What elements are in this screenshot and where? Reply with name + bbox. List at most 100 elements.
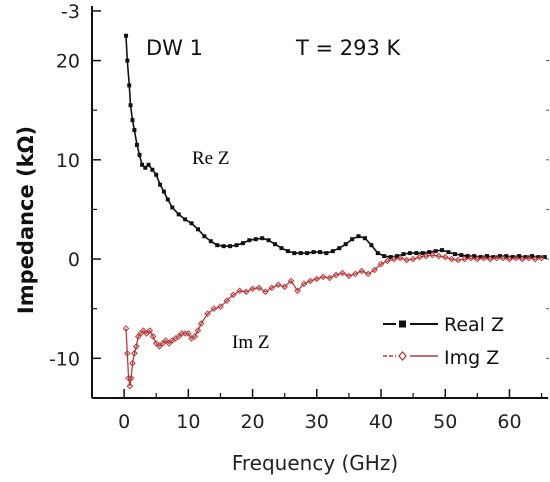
data-point: [384, 257, 391, 265]
data-point: [474, 255, 481, 263]
data-point: [125, 58, 130, 63]
data-point: [531, 255, 539, 263]
data-point: [512, 254, 520, 262]
im-z-annotation: Im Z: [232, 332, 269, 353]
series-line: [125, 35, 545, 258]
data-point: [510, 255, 515, 260]
data-point: [255, 284, 263, 292]
data-point: [191, 333, 199, 340]
data-point: [143, 330, 150, 337]
data-point: [240, 241, 245, 246]
data-point: [146, 162, 151, 167]
x-tick-label: 50: [433, 411, 457, 433]
data-point: [390, 255, 398, 263]
data-point: [253, 237, 258, 242]
data-point: [279, 246, 284, 251]
data-point: [170, 205, 175, 210]
re-z-annotation: Re Z: [192, 148, 229, 169]
data-point: [236, 287, 244, 295]
data-point: [427, 250, 432, 255]
data-point: [377, 260, 385, 268]
data-point: [146, 327, 154, 334]
data-point: [140, 162, 145, 167]
data-point: [459, 253, 464, 258]
series-layer: [122, 33, 547, 390]
data-point: [454, 256, 462, 264]
data-point: [326, 274, 333, 282]
data-point: [324, 251, 329, 256]
legend-real-marker: [383, 320, 438, 328]
x-tick-label: 60: [497, 411, 521, 433]
data-point: [435, 252, 443, 260]
data-point: [369, 243, 374, 248]
data-point: [165, 340, 173, 347]
data-point: [202, 234, 207, 239]
data-point: [441, 253, 449, 261]
data-point: [204, 310, 211, 317]
data-point: [497, 254, 502, 259]
y-tick-label: 10: [56, 150, 80, 172]
data-point: [161, 189, 166, 194]
data-point: [183, 217, 188, 222]
data-point: [352, 270, 359, 278]
data-point: [133, 343, 140, 350]
data-point: [416, 253, 423, 261]
x-tick-label: 30: [305, 411, 329, 433]
data-point: [491, 255, 496, 260]
axes: 0 10 20 30 40 50 60 -10 0 10 20 -3: [49, 1, 549, 433]
data-point: [396, 254, 404, 262]
data-point: [125, 374, 132, 382]
data-point: [493, 254, 500, 262]
data-point: [307, 277, 314, 285]
data-point: [189, 221, 194, 226]
x-tick-label: 10: [176, 411, 200, 433]
data-point: [472, 254, 477, 259]
data-point: [217, 303, 224, 311]
data-point: [332, 271, 340, 279]
data-point: [197, 320, 205, 327]
data-point: [260, 236, 265, 241]
data-point: [519, 255, 526, 263]
data-point: [268, 284, 276, 292]
data-point: [274, 281, 282, 289]
data-point: [433, 249, 438, 254]
data-point: [208, 239, 213, 244]
data-point: [229, 291, 237, 299]
data-point: [298, 251, 303, 256]
y-tick-label: 0: [68, 249, 80, 271]
data-point: [407, 251, 412, 256]
data-point: [149, 333, 157, 340]
data-point: [517, 254, 522, 259]
legend-real-label: Real Z: [444, 314, 504, 336]
data-point: [343, 242, 348, 247]
data-point: [480, 254, 488, 262]
data-point: [127, 374, 135, 382]
data-point: [140, 327, 147, 334]
data-point: [129, 359, 136, 367]
data-point: [339, 269, 346, 277]
data-point: [536, 255, 541, 260]
data-point: [185, 330, 192, 337]
data-point: [525, 254, 533, 262]
data-point: [132, 128, 137, 133]
data-point: [448, 255, 455, 263]
data-point: [538, 254, 545, 262]
data-point: [313, 275, 321, 283]
data-point: [159, 340, 166, 347]
data-point: [330, 249, 335, 254]
data-point: [285, 249, 290, 254]
data-point: [345, 272, 353, 280]
data-point: [156, 343, 163, 350]
data-point: [223, 297, 231, 305]
data-point: [499, 254, 507, 262]
data-point: [215, 243, 220, 248]
data-point: [461, 255, 468, 263]
y-tick-label: -3: [61, 1, 80, 23]
data-point: [162, 337, 170, 344]
data-point: [287, 277, 295, 285]
data-point: [300, 280, 308, 288]
data-point: [154, 172, 159, 177]
data-point: [395, 254, 400, 259]
data-point: [122, 325, 130, 332]
data-point: [305, 251, 310, 256]
